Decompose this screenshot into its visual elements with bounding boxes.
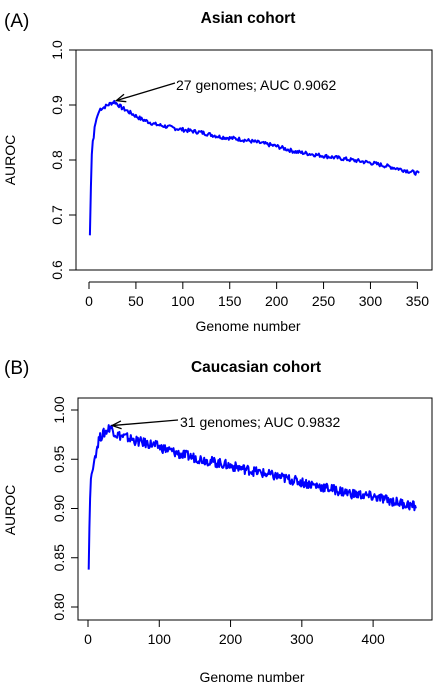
annotation-text: 31 genomes; AUC 0.9832 xyxy=(180,414,341,430)
x-axis: 0 100 200 300 400 xyxy=(84,619,385,647)
x-tick-label: 300 xyxy=(290,631,314,647)
y-tick-label: 0.85 xyxy=(51,544,67,571)
panel-label: (A) xyxy=(4,11,29,32)
y-tick-label: 1.00 xyxy=(51,396,67,423)
panel-label: (B) xyxy=(4,358,29,379)
panel-b: (B) Caucasian cohort Genome number AUROC… xyxy=(2,358,433,685)
chart-title: Caucasian cohort xyxy=(191,359,321,376)
x-tick-label: 200 xyxy=(219,631,243,647)
y-tick-label: 0.90 xyxy=(51,495,67,522)
x-axis-label: Genome number xyxy=(199,669,304,685)
series-group xyxy=(87,424,417,570)
x-tick-label: 350 xyxy=(406,293,430,309)
y-tick-label: 0.6 xyxy=(49,260,65,280)
panel-a: (A) Asian cohort Genome number AUROC 0 50… xyxy=(2,10,433,334)
annotation-group: 31 genomes; AUC 0.9832 xyxy=(110,414,341,430)
annotation-text: 27 genomes; AUC 0.9062 xyxy=(176,77,337,93)
series-group xyxy=(88,99,420,236)
y-axis: 0.80 0.85 0.90 0.95 1.00 xyxy=(51,396,79,621)
annotation-arrow-shaft xyxy=(112,419,179,427)
annotation-arrow-head xyxy=(114,93,127,103)
y-axis-label: AUROC xyxy=(2,485,18,536)
x-tick-label: 250 xyxy=(312,293,336,309)
x-tick-label: 100 xyxy=(148,631,172,647)
x-tick-label: 400 xyxy=(361,631,385,647)
auroc-line xyxy=(88,99,420,236)
y-tick-label: 0.8 xyxy=(49,150,65,170)
y-axis-label: AUROC xyxy=(2,135,18,186)
x-tick-label: 100 xyxy=(171,293,195,309)
y-tick-label: 1.0 xyxy=(49,40,65,60)
chart-title: Asian cohort xyxy=(201,10,296,27)
auroc-line xyxy=(87,424,417,570)
annotation-arrow-head xyxy=(110,420,122,430)
x-tick-label: 200 xyxy=(265,293,289,309)
annotation-group: 27 genomes; AUC 0.9062 xyxy=(114,77,337,103)
x-axis-label: Genome number xyxy=(195,318,300,334)
y-tick-label: 0.7 xyxy=(49,205,65,225)
y-tick-label: 0.95 xyxy=(51,445,67,472)
annotation-arrow-shaft xyxy=(116,82,176,102)
x-tick-label: 50 xyxy=(128,293,144,309)
plot-frame xyxy=(77,397,433,621)
x-tick-label: 0 xyxy=(85,293,93,309)
y-tick-label: 0.80 xyxy=(51,593,67,620)
x-tick-label: 0 xyxy=(84,631,92,647)
x-tick-label: 150 xyxy=(218,293,242,309)
y-axis: 0.6 0.7 0.8 0.9 1.0 xyxy=(49,40,77,280)
x-tick-label: 300 xyxy=(359,293,383,309)
x-axis: 0 50 100 150 200 250 300 350 xyxy=(85,281,430,309)
y-tick-label: 0.9 xyxy=(49,95,65,115)
